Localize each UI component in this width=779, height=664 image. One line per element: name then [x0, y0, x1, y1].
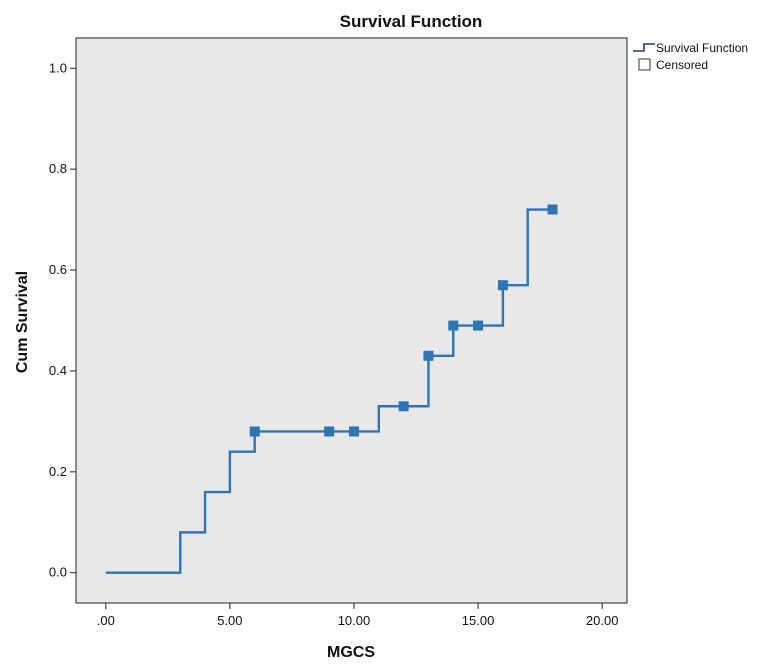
x-tick-label: 10.00 [338, 613, 371, 628]
y-tick-label: 0.8 [49, 161, 67, 176]
y-tick-label: 1.0 [49, 60, 67, 75]
censored-marker-group [249, 204, 558, 437]
survival-step-line [105, 208, 553, 574]
censored-marker [497, 280, 508, 291]
legend-survival-label: Survival Function [656, 41, 748, 55]
plot-area [75, 37, 628, 604]
y-tick-label: 0.6 [49, 262, 67, 277]
x-tick-label: 5.00 [217, 613, 242, 628]
censored-marker [249, 426, 260, 437]
censored-marker [324, 426, 335, 437]
series-group [105, 208, 553, 574]
y-tick-label: 0.2 [49, 464, 67, 479]
legend-censored-label: Censored [656, 58, 708, 72]
x-tick-label: .00 [97, 613, 115, 628]
legend: Survival Function Censored [633, 41, 748, 72]
censored-marker [398, 401, 409, 412]
x-tick-label: 15.00 [462, 613, 495, 628]
y-axis: 0.0 0.2 0.4 0.6 0.8 1.0 [49, 60, 76, 580]
censored-marker [423, 350, 434, 361]
chart-title: Survival Function [340, 12, 483, 31]
censored-marker [448, 320, 459, 331]
censored-marker [473, 320, 484, 331]
censored-marker [547, 204, 558, 215]
y-axis-title: Cum Survival [14, 271, 31, 373]
legend-censored-swatch [638, 58, 651, 71]
x-tick-label: 20.00 [586, 613, 619, 628]
y-tick-label: 0.0 [49, 565, 67, 580]
x-axis: .00 5.00 10.00 15.00 20.00 [97, 603, 619, 628]
x-axis-title: MGCS [327, 644, 375, 661]
y-tick-label: 0.4 [49, 363, 67, 378]
legend-survival-swatch [633, 43, 655, 52]
censored-marker [348, 426, 359, 437]
